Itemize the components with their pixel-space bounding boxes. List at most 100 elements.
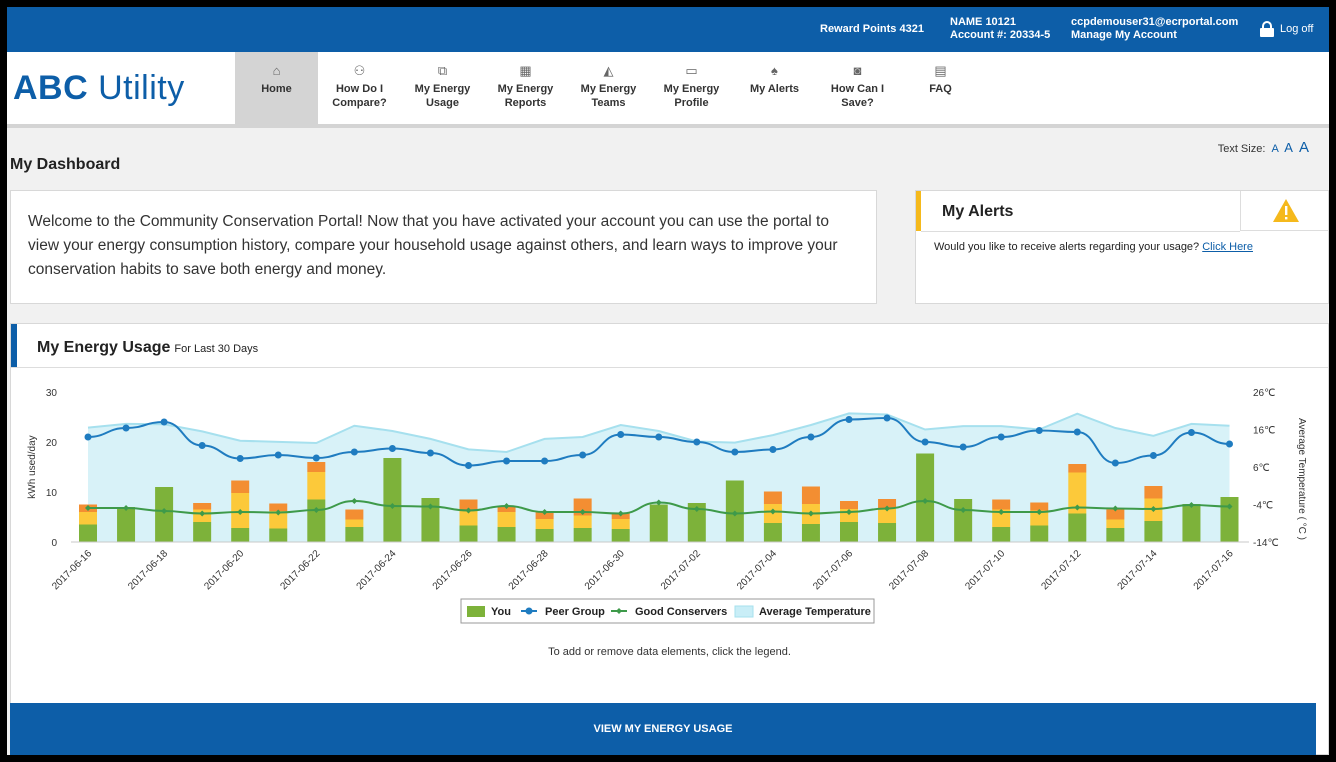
top-bar: Reward Points 4321 NAME 10121 Account #:… <box>7 7 1329 52</box>
peer-group-point <box>1188 429 1195 436</box>
peer-group-point <box>846 416 853 423</box>
calendar-icon: ▦ <box>484 64 567 82</box>
nav-label: My Energy <box>567 82 650 96</box>
x-tick-label: 2017-07-12 <box>1039 548 1083 592</box>
x-tick-label: 2017-06-18 <box>126 548 170 592</box>
peer-group-point <box>998 434 1005 441</box>
brand-logo[interactable]: ABC Utility <box>13 69 185 108</box>
bar-you <box>802 524 820 542</box>
bar-you <box>992 527 1010 542</box>
text-size-large[interactable]: A <box>1299 139 1309 156</box>
site-header: ABC Utility ⌂ Home ⚇ How Do I Compare? ⧉ My En… <box>7 52 1329 128</box>
user-email: ccpdemouser31@ecrportal.com <box>1071 16 1238 29</box>
y2-tick-label: -4℃ <box>1253 501 1273 512</box>
nav-label: How Do I <box>318 82 401 96</box>
nav-label: My Energy <box>650 82 733 96</box>
bar-you <box>460 526 478 543</box>
documents-icon: ⧉ <box>401 64 484 82</box>
peer-group-point <box>731 449 738 456</box>
user-info: ccpdemouser31@ecrportal.com Manage My Ac… <box>1071 16 1238 42</box>
manage-account-link[interactable]: Manage My Account <box>1071 29 1238 42</box>
nav-label: My Alerts <box>733 82 816 96</box>
nav-item-3[interactable]: ▦ My Energy Reports <box>484 52 567 128</box>
bar-tier-orange <box>231 481 249 494</box>
bar-you <box>117 507 135 542</box>
text-size-small[interactable]: A <box>1271 143 1278 155</box>
brand-rest: Utility <box>98 69 185 107</box>
app-window: Reward Points 4321 NAME 10121 Account #:… <box>7 7 1329 755</box>
alerts-panel: My Alerts Would you like to receive aler… <box>915 190 1329 304</box>
bar-you <box>764 523 782 542</box>
alerts-message: Would you like to receive alerts regardi… <box>934 241 1253 253</box>
y2-tick-label: 26℃ <box>1253 388 1275 399</box>
nav-item-1[interactable]: ⚇ How Do I Compare? <box>318 52 401 128</box>
nav-label-line2: Teams <box>567 96 650 110</box>
nav-item-5[interactable]: ▭ My Energy Profile <box>650 52 733 128</box>
peer-group-point <box>199 442 206 449</box>
bar-tier-yellow <box>1106 520 1124 529</box>
bar-you <box>840 522 858 542</box>
bar-you <box>650 505 668 543</box>
welcome-panel: Welcome to the Community Conservation Po… <box>10 190 877 304</box>
bar-you <box>916 454 934 543</box>
bar-tier-yellow <box>345 520 363 528</box>
nav-item-7[interactable]: ◙ How Can I Save? <box>816 52 899 128</box>
nav-label: Home <box>235 82 318 96</box>
chart-hint: To add or remove data elements, click th… <box>11 646 1328 658</box>
peer-group-point <box>85 434 92 441</box>
legend-label[interactable]: Good Conservers <box>635 606 727 618</box>
bar-you <box>155 487 173 542</box>
usage-title: My Energy Usage For Last 30 Days <box>37 339 258 357</box>
nav-item-6[interactable]: ♠ My Alerts <box>733 52 816 128</box>
alerts-icon-box <box>1240 191 1329 231</box>
nav-label: FAQ <box>899 82 982 96</box>
bar-you <box>193 522 211 542</box>
energy-usage-panel: My Energy Usage For Last 30 Days 0 10 20 30 k… <box>10 323 1329 755</box>
legend-label[interactable]: Peer Group <box>545 606 605 618</box>
lock-icon <box>1260 21 1274 37</box>
legend-swatch-dot <box>526 608 533 615</box>
view-energy-usage-button[interactable]: VIEW MY ENERGY USAGE <box>10 703 1316 755</box>
folder-icon: ▭ <box>650 64 733 82</box>
log-off-button[interactable]: Log off <box>1260 21 1313 37</box>
y-tick-label: 30 <box>46 388 58 399</box>
peer-group-point <box>427 450 434 457</box>
bar-tier-orange <box>345 510 363 520</box>
area-chart-icon: ◭ <box>567 64 650 82</box>
nav-item-0[interactable]: ⌂ Home <box>235 52 318 128</box>
text-size-medium[interactable]: A <box>1284 140 1293 155</box>
y-tick-label: 20 <box>46 438 58 449</box>
y2-tick-label: 16℃ <box>1253 426 1275 437</box>
peer-group-point <box>960 444 967 451</box>
home-icon: ⌂ <box>235 64 318 82</box>
x-tick-label: 2017-07-08 <box>887 548 931 592</box>
peer-group-point <box>807 434 814 441</box>
legend-label[interactable]: You <box>491 606 511 618</box>
nav-item-8[interactable]: ▤ FAQ <box>899 52 982 128</box>
peer-group-point <box>389 445 396 452</box>
x-tick-label: 2017-07-06 <box>811 548 855 592</box>
savings-icon: ◙ <box>816 64 899 82</box>
x-tick-label: 2017-06-24 <box>355 548 399 592</box>
alerts-click-here-link[interactable]: Click Here <box>1202 241 1253 253</box>
bar-tier-orange <box>840 501 858 509</box>
log-off-label: Log off <box>1280 23 1313 35</box>
y-tick-label: 0 <box>51 538 57 549</box>
bar-you <box>1068 514 1086 543</box>
bar-you <box>1030 526 1048 543</box>
x-tick-label: 2017-06-22 <box>278 548 322 592</box>
bar-tier-yellow <box>498 512 516 527</box>
bar-you <box>574 528 592 542</box>
y2-tick-label: 6℃ <box>1253 463 1270 474</box>
user-name: NAME 10121 <box>950 16 1050 29</box>
nav-item-4[interactable]: ◭ My Energy Teams <box>567 52 650 128</box>
y-axis-label: kWh used/day <box>27 435 38 498</box>
nav-item-2[interactable]: ⧉ My Energy Usage <box>401 52 484 128</box>
alerts-title: My Alerts <box>942 203 1013 221</box>
peer-group-point <box>1036 427 1043 434</box>
peer-group-point <box>655 434 662 441</box>
legend-label[interactable]: Average Temperature <box>759 606 871 618</box>
bar-tier-orange <box>992 500 1010 510</box>
bar-tier-yellow <box>79 512 97 525</box>
bar-you <box>79 525 97 543</box>
